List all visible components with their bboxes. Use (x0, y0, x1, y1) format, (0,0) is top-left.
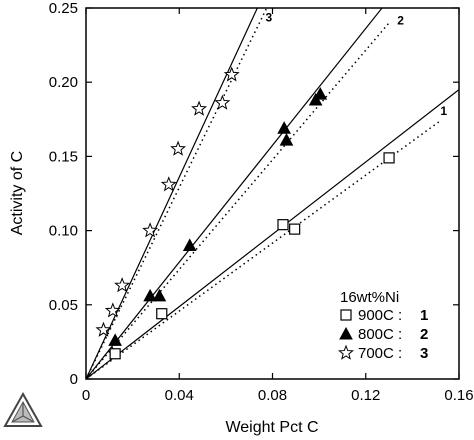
fit-line-dotted (86, 22, 390, 379)
y-tick-label: 0 (70, 371, 78, 388)
x-tick-label: 0.04 (165, 387, 194, 404)
y-axis-title: Activity of C (9, 151, 26, 235)
fit-line-solid (86, 8, 258, 379)
data-point (313, 87, 328, 100)
data-point (223, 66, 240, 82)
data-point (142, 222, 159, 238)
data-point (277, 219, 289, 231)
data-point (182, 238, 197, 251)
data-point (279, 133, 294, 146)
y-tick-label: 0.25 (49, 0, 78, 17)
data-point (95, 321, 112, 337)
legend-number: 3 (420, 345, 428, 362)
legend: 16wt%Ni 900C : 1 800C : 2 700C : 3 (338, 289, 428, 362)
legend-label: 900C : (358, 307, 402, 324)
y-tick-label: 0.20 (49, 74, 78, 91)
data-point (160, 176, 177, 192)
line-number-label: 2 (397, 13, 404, 27)
legend-number: 1 (420, 307, 428, 324)
y-tick-label: 0.10 (49, 223, 78, 240)
y-tick-label: 0.05 (49, 297, 78, 314)
x-axis-title: Weight Pct C (225, 419, 318, 436)
fit-line-dotted (86, 8, 268, 379)
legend-title: 16wt%Ni (340, 289, 399, 306)
data-point (156, 308, 168, 320)
fit-line-solid (86, 8, 383, 379)
legend-label: 800C : (358, 326, 402, 343)
x-tick-label: 0.12 (351, 387, 380, 404)
data-point (108, 333, 122, 346)
y-tick-label: 0.15 (49, 148, 78, 165)
legend-marker (338, 344, 354, 360)
line-number-label: 3 (266, 10, 273, 24)
legend-marker (339, 326, 353, 340)
legend-number: 2 (420, 326, 428, 343)
data-point (104, 302, 121, 318)
data-point (214, 94, 231, 110)
plot-frame (85, 7, 460, 380)
data-point (170, 140, 187, 156)
legend-label: 700C : (358, 345, 402, 362)
data-point (152, 288, 167, 302)
data-point (289, 223, 301, 235)
data-point (191, 100, 208, 116)
data-point (114, 277, 131, 293)
data-point (143, 288, 157, 302)
fit-line-dotted (86, 120, 441, 379)
fit-line-solid (86, 89, 459, 379)
x-tick-label: 0.08 (258, 387, 287, 404)
x-tick-label: 0.16 (444, 387, 473, 404)
x-tick-label: 0 (82, 387, 90, 404)
logo-icon (3, 391, 43, 427)
data-point (109, 348, 121, 360)
legend-marker (340, 309, 352, 321)
data-point (383, 152, 395, 164)
line-number-label: 1 (440, 104, 447, 118)
data-point (277, 121, 291, 134)
